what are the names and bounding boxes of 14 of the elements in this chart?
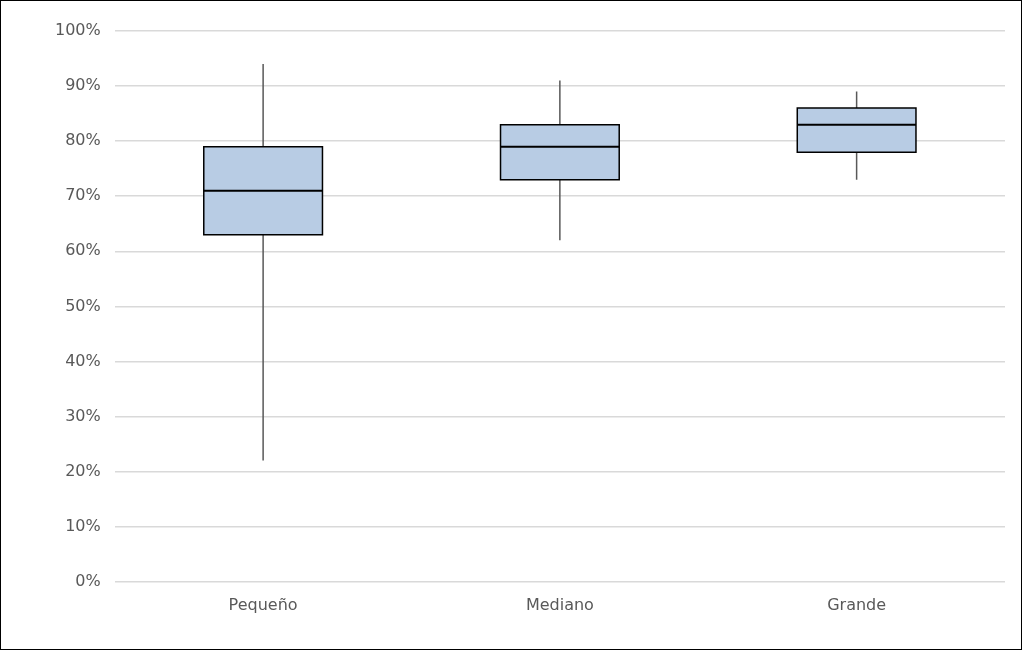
y-tick-label: 10% xyxy=(65,515,101,535)
x-tick-label: Pequeño xyxy=(228,594,298,614)
y-tick-label: 40% xyxy=(65,350,101,370)
y-tick-label: 20% xyxy=(65,460,101,480)
x-tick-label: Grande xyxy=(827,594,887,614)
y-tick-label: 80% xyxy=(65,130,101,150)
y-tick-label: 100% xyxy=(54,20,101,40)
y-tick-label: 50% xyxy=(65,295,101,315)
y-tick-label: 0% xyxy=(75,570,101,590)
y-tick-label: 90% xyxy=(65,75,101,95)
y-tick-label: 60% xyxy=(65,240,101,260)
y-tick-label: 70% xyxy=(65,185,101,205)
y-tick-label: 30% xyxy=(65,405,101,425)
x-tick-label: Mediano xyxy=(525,594,594,614)
